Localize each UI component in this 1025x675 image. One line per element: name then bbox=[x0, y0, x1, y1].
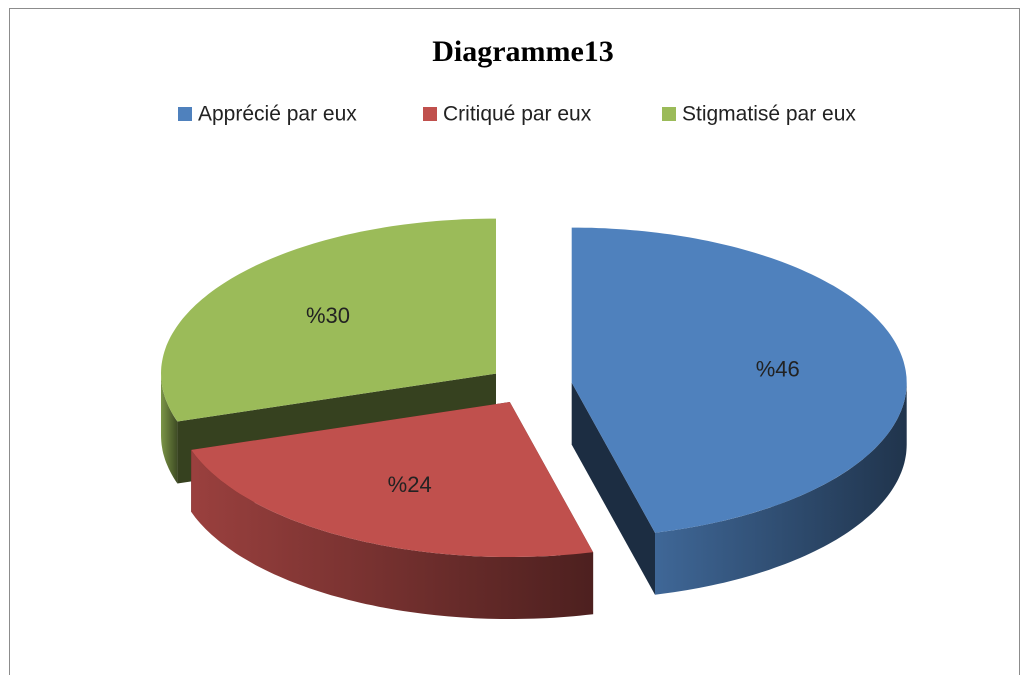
slice-top bbox=[161, 218, 496, 422]
legend-swatch bbox=[662, 107, 676, 121]
legend-swatch bbox=[178, 107, 192, 121]
slice-cut-face bbox=[571, 382, 655, 595]
data-label: %24 bbox=[388, 472, 432, 497]
slice-top bbox=[191, 402, 594, 557]
legend-label: Stigmatisé par eux bbox=[682, 103, 856, 126]
legend-label: Apprécié par eux bbox=[198, 103, 357, 126]
legend-swatch bbox=[423, 107, 437, 121]
data-label: %30 bbox=[306, 303, 350, 328]
slice-top bbox=[571, 227, 907, 533]
pie-slice bbox=[191, 402, 594, 619]
chart-title: Diagramme13 bbox=[432, 35, 614, 68]
slice-wall bbox=[191, 449, 594, 619]
pie-slice bbox=[571, 227, 907, 595]
legend-label: Critiqué par eux bbox=[443, 103, 592, 126]
slice-wall bbox=[655, 382, 907, 595]
data-label: %46 bbox=[756, 356, 800, 381]
slice-wall bbox=[161, 373, 178, 484]
